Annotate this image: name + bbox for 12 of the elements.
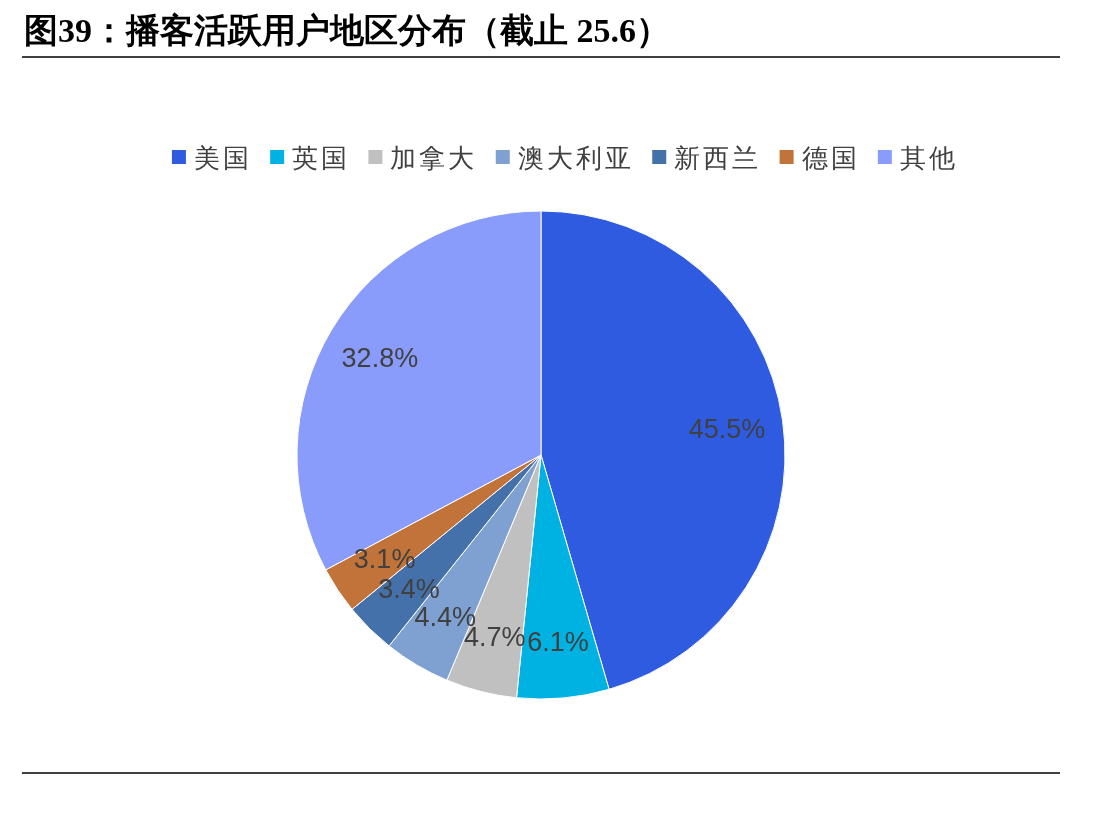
legend-label: 其他	[899, 143, 958, 173]
legend-label: 美国	[193, 143, 252, 173]
data-label: 6.1%	[527, 627, 589, 658]
legend-label: 加拿大	[390, 143, 478, 173]
data-label: 3.1%	[353, 544, 416, 575]
data-label: 32.8%	[341, 343, 419, 374]
legend-label: 英国	[292, 143, 351, 173]
chart-title: 图39：播客活跃用户地区分布（截止 25.6）	[24, 12, 670, 49]
data-label: 45.5%	[688, 413, 766, 444]
legend-label: 德国	[801, 143, 860, 173]
legend-label: 澳大利亚	[517, 143, 634, 173]
legend-label: 新西兰	[674, 143, 762, 173]
